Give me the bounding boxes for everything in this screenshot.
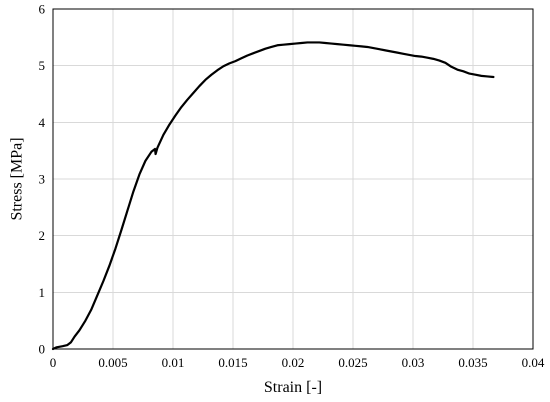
y-tick-label: 4 xyxy=(39,115,46,130)
y-axis-title: Stress [MPa] xyxy=(9,137,26,220)
x-tick-label: 0 xyxy=(50,355,57,370)
x-tick-label: 0.005 xyxy=(98,355,127,370)
x-tick-label: 0.035 xyxy=(458,355,487,370)
x-tick-label: 0.015 xyxy=(218,355,247,370)
y-tick-label: 5 xyxy=(39,58,46,73)
x-tick-label: 0.03 xyxy=(402,355,425,370)
y-tick-label: 2 xyxy=(39,228,46,243)
y-tick-label: 3 xyxy=(39,172,46,187)
gridlines xyxy=(53,9,533,349)
x-tick-label: 0.01 xyxy=(162,355,185,370)
x-axis-ticks: 0 0.005 0.01 0.015 0.02 0.025 0.03 0.035 0.04 xyxy=(50,355,545,370)
x-tick-label: 0.025 xyxy=(338,355,367,370)
plot-frame xyxy=(52,8,534,350)
x-tick-label: 0.02 xyxy=(282,355,305,370)
stress-strain-line xyxy=(51,41,495,351)
y-axis-ticks: 0 1 2 3 4 5 6 xyxy=(39,2,46,357)
x-tick-label: 0.04 xyxy=(522,355,545,370)
y-tick-label: 1 xyxy=(39,285,46,300)
y-tick-label: 6 xyxy=(39,2,46,17)
x-axis-title: Strain [-] xyxy=(264,379,322,396)
y-tick-label: 0 xyxy=(39,342,46,357)
